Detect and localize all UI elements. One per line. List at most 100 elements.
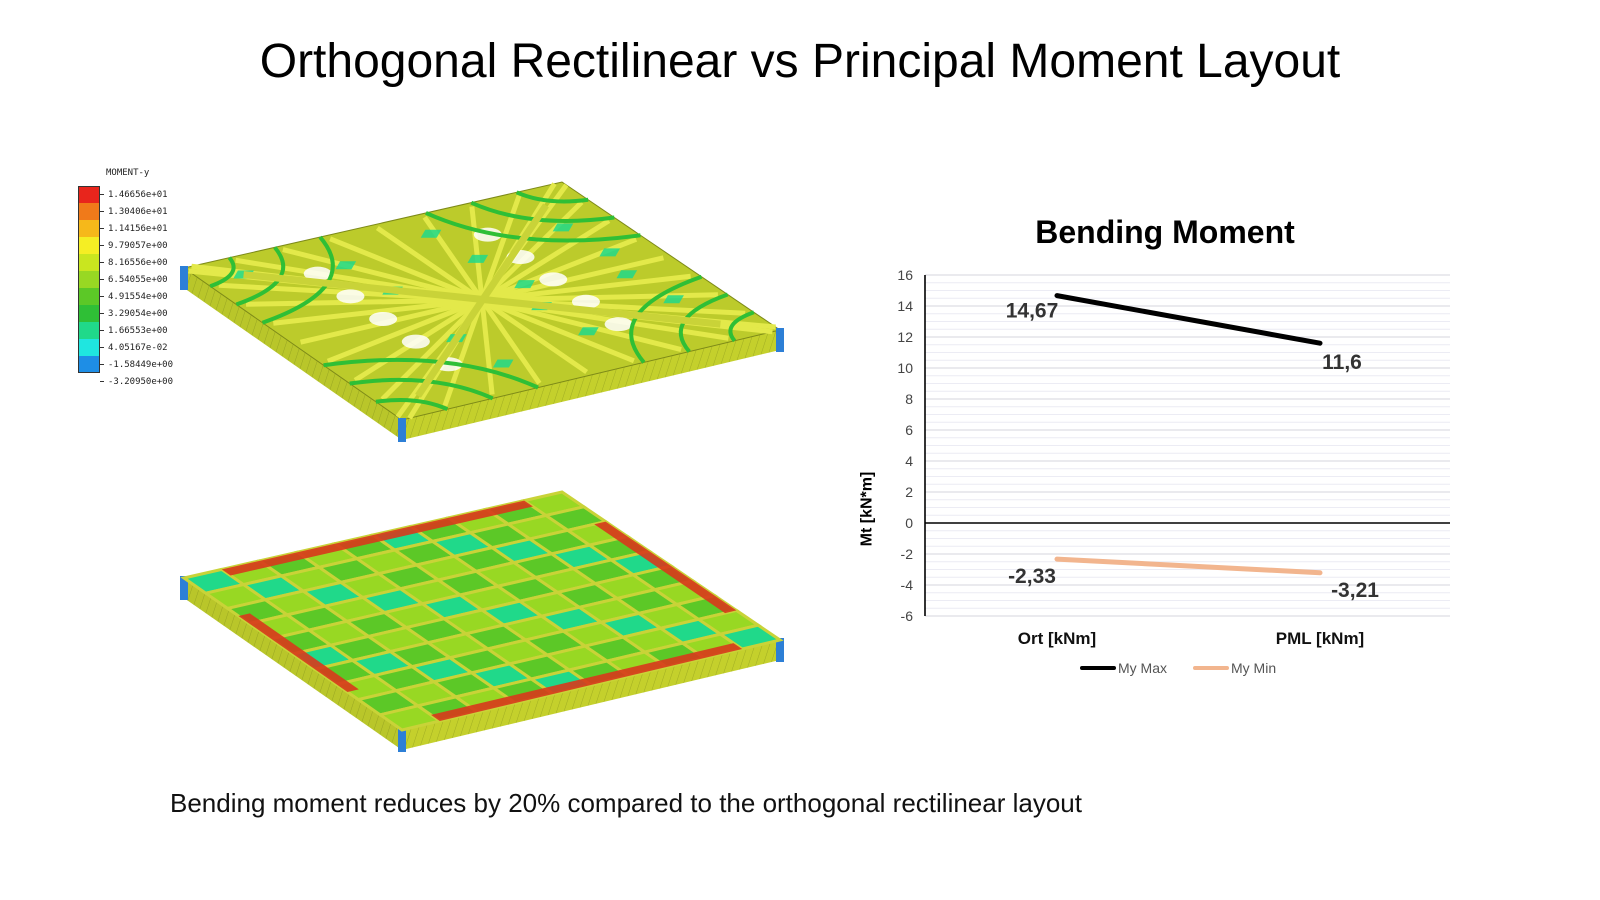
data-label: -3,21 [1331,579,1379,602]
contour-legend-tick [100,211,104,212]
slab-void [539,272,568,287]
contour-legend-title: MOMENT-y [106,168,150,178]
rib-arc [209,256,236,289]
slab-side-right-texture [402,640,780,750]
contour-legend-row: 9.79057e+00 [78,237,173,254]
legend-label-my-max: My Max [1118,660,1167,676]
contour-legend-value: 8.16556e+00 [108,257,168,268]
stress-patch [420,229,442,238]
slab-side-left-texture [184,268,402,440]
slab-side-right-texture [402,330,780,440]
rib-radial [329,236,483,303]
contour-legend-tick [100,330,104,331]
rib-diagonal [415,203,549,398]
rib-arc [375,397,449,412]
contour-legend-value: 6.54055e+00 [108,274,168,285]
contour-legend-row: -1.58449e+00 [78,356,173,373]
rib-radial [380,298,484,401]
series-line-my-max [1054,293,1323,346]
rib-radial [442,299,485,407]
fe-models-illustration [180,181,784,752]
y-tick-label: 14 [897,298,913,314]
slab-corner [398,728,406,752]
contour-legend-tick [100,262,104,263]
contour-legend-tick [100,228,104,229]
slab-corner [398,418,406,442]
edge-high-moment-band [238,613,359,692]
slab-void [303,266,332,281]
rib-radial [481,273,691,303]
contour-legend-row: 1.46656e+01 [78,186,173,203]
contour-legend-swatch [78,186,100,203]
contour-legend-value: 3.29054e+00 [108,308,168,319]
contour-legend-value: 4.91554e+00 [108,291,168,302]
y-tick-label: 0 [905,515,913,531]
rib-radial [481,297,682,352]
contour-legend-tick [100,279,104,280]
rib-radial [479,194,522,301]
y-tick-label: -2 [901,546,914,562]
contour-legend-row: 8.16556e+00 [78,254,173,271]
grid-cell [716,623,784,651]
series-line-my-min [1054,556,1323,576]
stress-patch [599,248,621,257]
slab-void [369,311,398,326]
rib-radial [481,297,635,364]
slab-void [571,294,600,309]
contour-legend-swatch [78,203,100,220]
rib-radial [282,247,483,303]
legend-swatch-my-min [1193,666,1229,670]
contour-legend-swatch [78,271,100,288]
rib-radial [469,206,485,301]
x-tick-label: Ort [kNm] [1018,629,1096,648]
rib-radial [480,218,611,303]
legend-label-my-min: My Min [1231,660,1277,676]
contour-legend-value: -3.20950e+00 [108,376,174,387]
contour-legend-swatch [78,356,100,373]
y-axis-label: Mt [kN*m] [858,471,876,547]
y-tick-label: -4 [901,577,914,593]
contour-legend-tick [100,194,104,195]
contour-legend-row: 1.14156e+01 [78,220,173,237]
chart-legend: My Max My Min [1080,660,1276,676]
slab-corner [776,328,784,352]
stress-patch [578,327,599,336]
orthogonal-rectilinear-model [180,490,784,752]
slide-title: Orthogonal Rectilinear vs Principal Mome… [259,35,1341,88]
legend-swatch-my-max [1080,666,1116,670]
contour-legend-swatch [78,237,100,254]
chart-title: Bending Moment [1035,214,1295,250]
contour-legend-value: 1.66553e+00 [108,325,168,336]
rib-radial [326,297,483,364]
contour-legend-tick [100,347,104,348]
contour-legend-swatch [78,220,100,237]
contour-legend-row: 3.29054e+00 [78,305,173,322]
legend-item-my-max: My Max [1080,660,1167,676]
contour-legend-row: 4.05167e-02 [78,339,173,356]
slab-void [336,289,365,304]
principal-moment-layout-model [180,181,784,442]
contour-legend-value: -1.58449e+00 [108,359,174,370]
contour-legend-tick [100,364,104,365]
rib-arc [515,190,589,204]
contour-legend-tick [100,245,104,246]
edge-high-moment-band [221,500,533,576]
stress-patch [514,280,535,289]
contour-legend-value: 4.05167e-02 [108,342,168,353]
rib-radial [375,225,484,303]
contour-legend-swatch [78,322,100,339]
contour-legend-tick [100,313,104,314]
rib-radial [273,297,483,326]
data-label: -2,33 [1008,565,1056,588]
y-tick-label: 12 [897,329,913,345]
contour-legend-tick [100,381,104,382]
slab-void [604,317,633,332]
rib-radial [479,298,542,385]
slab-side-left-texture [184,578,402,750]
rib-radial [479,299,495,395]
y-tick-label: 8 [905,391,913,407]
slab-corner [776,638,784,662]
contour-legend-swatch [78,339,100,356]
edge-high-moment-band [594,521,737,614]
contour-legend-swatch [78,305,100,322]
